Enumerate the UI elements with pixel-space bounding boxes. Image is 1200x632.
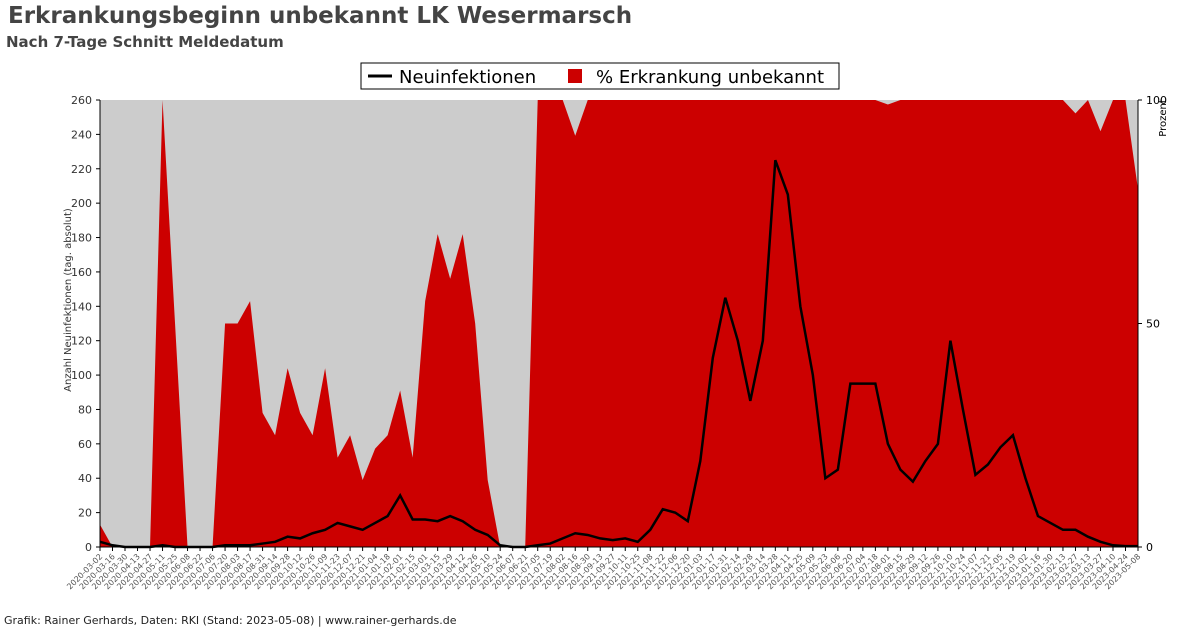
y-tick-label: 160 (71, 266, 92, 279)
y2-tick-label: 0 (1146, 541, 1153, 554)
y-tick-label: 200 (71, 197, 92, 210)
y-tick-label: 40 (78, 472, 92, 485)
legend: Neuinfektionen % Erkrankung unbekannt (360, 62, 840, 90)
chart-title: Erkrankungsbeginn unbekannt LK Wesermars… (8, 3, 632, 29)
legend-symbol (568, 69, 582, 83)
y-tick-label: 20 (78, 507, 92, 520)
line (99, 159, 1138, 549)
y-axis-label: Anzahl Neuinfektionen (tag. absolut) (63, 208, 74, 392)
chart-subtitle: Nach 7-Tage Schnitt Meldedatum (6, 33, 284, 51)
y-tick-label: 0 (85, 541, 92, 554)
y-tick-label: 260 (71, 94, 92, 107)
y-tick-label: 60 (78, 438, 92, 451)
legend-label: Neuinfektionen (399, 67, 536, 88)
y-tick-label: 100 (71, 369, 92, 382)
y-tick-label: 220 (71, 163, 92, 176)
y2-tick-label: 50 (1146, 318, 1160, 331)
y2-axis-label: Prozent (1158, 99, 1169, 137)
legend-box (360, 62, 840, 90)
y-tick-label: 140 (71, 300, 92, 313)
footer: Grafik: Rainer Gerhards, Daten: RKI (Sta… (4, 614, 457, 627)
y-tick-label: 240 (71, 128, 92, 141)
area (100, 100, 1138, 547)
legend-label: % Erkrankung unbekannt (596, 67, 824, 88)
y2-tick-label: 100 (1146, 94, 1167, 107)
y-tick-label: 80 (78, 403, 92, 416)
y-tick-label: 180 (71, 232, 92, 245)
y-tick-label: 120 (71, 335, 92, 348)
